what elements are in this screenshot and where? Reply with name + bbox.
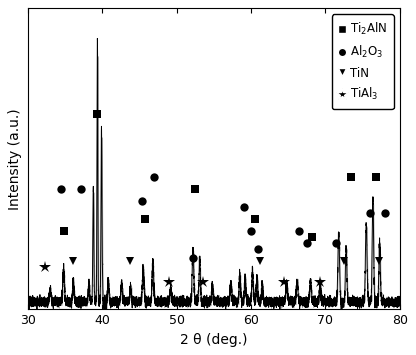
Legend: Ti$_2$AlN, Al$_2$O$_3$, TiN, TiAl$_3$: Ti$_2$AlN, Al$_2$O$_3$, TiN, TiAl$_3$ — [332, 14, 394, 109]
Y-axis label: Intensity (a.u.): Intensity (a.u.) — [8, 108, 22, 209]
X-axis label: 2 θ (deg.): 2 θ (deg.) — [180, 333, 248, 347]
